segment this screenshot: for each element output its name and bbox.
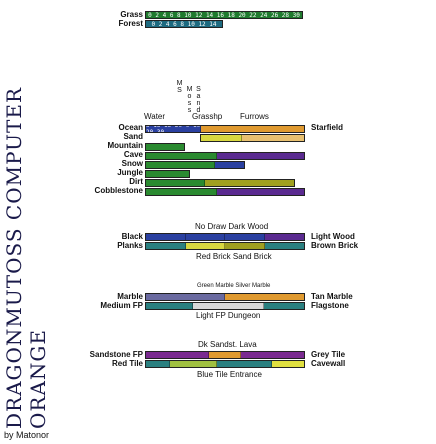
medium-fp-bar [145, 302, 305, 310]
wood-header: No Draw Dark Wood [195, 222, 269, 231]
forest-bar: 0 2 4 6 8 10 12 14 [145, 20, 223, 28]
side-title-letters: DRAGONMUTOSS COMPUTER ORANGE [2, 86, 50, 429]
sandstone-bar [145, 351, 305, 359]
snow-seg-green [146, 162, 215, 168]
row-label-marble: Marble [117, 292, 143, 301]
row-label-red-tile: Red Tile [112, 359, 143, 368]
wood-footer: Red Brick Sand Brick [196, 252, 272, 261]
cave-seg-purple [217, 153, 304, 159]
marble-header: Green Marble Silver Marble [197, 283, 271, 289]
black-seg-3 [225, 234, 265, 240]
sand-bar [200, 134, 305, 142]
vlabel-sand: Sand [195, 86, 202, 114]
sand-fp-seg-2 [209, 352, 241, 358]
planks-bar [145, 242, 305, 250]
black-seg-1 [146, 234, 186, 240]
row-label-snow: Snow [121, 159, 143, 168]
black-bar [145, 233, 305, 241]
vlabel-moss: Moss [186, 86, 193, 114]
dirt-bar [145, 179, 295, 187]
row-label-planks: Planks [117, 241, 143, 250]
red-tile-seg-1 [146, 361, 170, 367]
row-right-brown-brick: Brown Brick [311, 241, 359, 250]
red-tile-seg-2 [169, 361, 218, 367]
dirt-seg-olive [205, 180, 294, 186]
grass-bar: 0 2 4 6 8 10 12 14 16 18 20 22 24 26 28 … [145, 11, 303, 19]
dirt-seg-green [146, 180, 206, 186]
marble-seg-1 [146, 294, 225, 300]
mountain-seg [146, 144, 184, 150]
row-label-jungle: Jungle [117, 168, 143, 177]
sand-seg-yellow [201, 135, 243, 141]
row-label-black: Black [121, 232, 143, 241]
black-seg-4 [264, 234, 304, 240]
snow-bar [145, 161, 245, 169]
red-tile-bar [145, 360, 305, 368]
planks-seg-3 [225, 243, 265, 249]
marble-footer: Light FP Dungeon [196, 311, 261, 320]
snow-seg-blue [214, 162, 244, 168]
row-label-medium-fp: Medium FP [100, 301, 143, 310]
ocean-seg-blue: 5 15 15 20 0 10 20 30 [146, 126, 202, 132]
cave-bar [145, 152, 305, 160]
credit: by Matonor [4, 430, 50, 440]
row-right-cavewall: Cavewall [311, 359, 346, 368]
red-tile-seg-4 [272, 361, 304, 367]
marble-seg-2 [225, 294, 304, 300]
cobblestone-bar [145, 188, 305, 196]
sand-fp-seg-1 [146, 352, 210, 358]
marble-bar [145, 293, 305, 301]
sand-seg-tan [242, 135, 304, 141]
row-right-grey-tile: Grey Tile [311, 350, 346, 359]
planks-seg-1 [146, 243, 186, 249]
grass-ticks: 0 2 4 6 8 10 12 14 16 18 20 22 24 26 28 … [148, 12, 300, 18]
row-label-forest: Forest [118, 19, 143, 28]
jungle-bar [145, 170, 190, 178]
mid-header-furrows: Furrows [240, 112, 269, 121]
black-seg-2 [185, 234, 225, 240]
mid-header-grasshp: Grasshp [192, 112, 223, 121]
mid-header-water: Water [144, 112, 166, 121]
row-label-grass: Grass [120, 10, 143, 19]
vlabel-ms: MS [176, 80, 183, 94]
forest-ticks: 0 2 4 6 8 10 12 14 [151, 21, 217, 27]
medium-seg-2 [193, 303, 265, 309]
row-label-cobblestone: Cobblestone [94, 186, 143, 195]
jungle-seg [146, 171, 189, 177]
ocean-bar: 5 15 15 20 0 10 20 30 [145, 125, 305, 133]
sandstone-footer: Blue Tile Entrance [197, 370, 262, 379]
row-label-sand: Sand [123, 132, 143, 141]
row-right-light-wood: Light Wood [311, 232, 355, 241]
cobble-seg-green [146, 189, 218, 195]
red-tile-seg-3 [217, 361, 273, 367]
row-right-tan-marble: Tan Marble [311, 292, 353, 301]
row-right-starfield: Starfield [311, 123, 344, 132]
medium-seg-1 [146, 303, 194, 309]
row-label-dirt: Dirt [129, 177, 143, 186]
sand-fp-seg-3 [240, 352, 304, 358]
planks-seg-2 [185, 243, 225, 249]
row-label-mountain: Mountain [107, 141, 143, 150]
row-label-cave: Cave [123, 150, 143, 159]
planks-seg-4 [264, 243, 304, 249]
cobble-seg-purple [217, 189, 304, 195]
mountain-bar [145, 143, 185, 151]
ocean-seg-orange [201, 126, 304, 132]
row-label-ocean: Ocean [118, 123, 143, 132]
sandstone-header: Dk Sandst. Lava [198, 340, 257, 349]
row-label-sandstone-fp: Sandstone FP [89, 350, 143, 359]
cave-seg-green [146, 153, 218, 159]
row-right-flagstone: Flagstone [311, 301, 349, 310]
side-title: DRAGONMUTOSS COMPUTER ORANGE [2, 14, 50, 429]
medium-seg-3 [264, 303, 304, 309]
